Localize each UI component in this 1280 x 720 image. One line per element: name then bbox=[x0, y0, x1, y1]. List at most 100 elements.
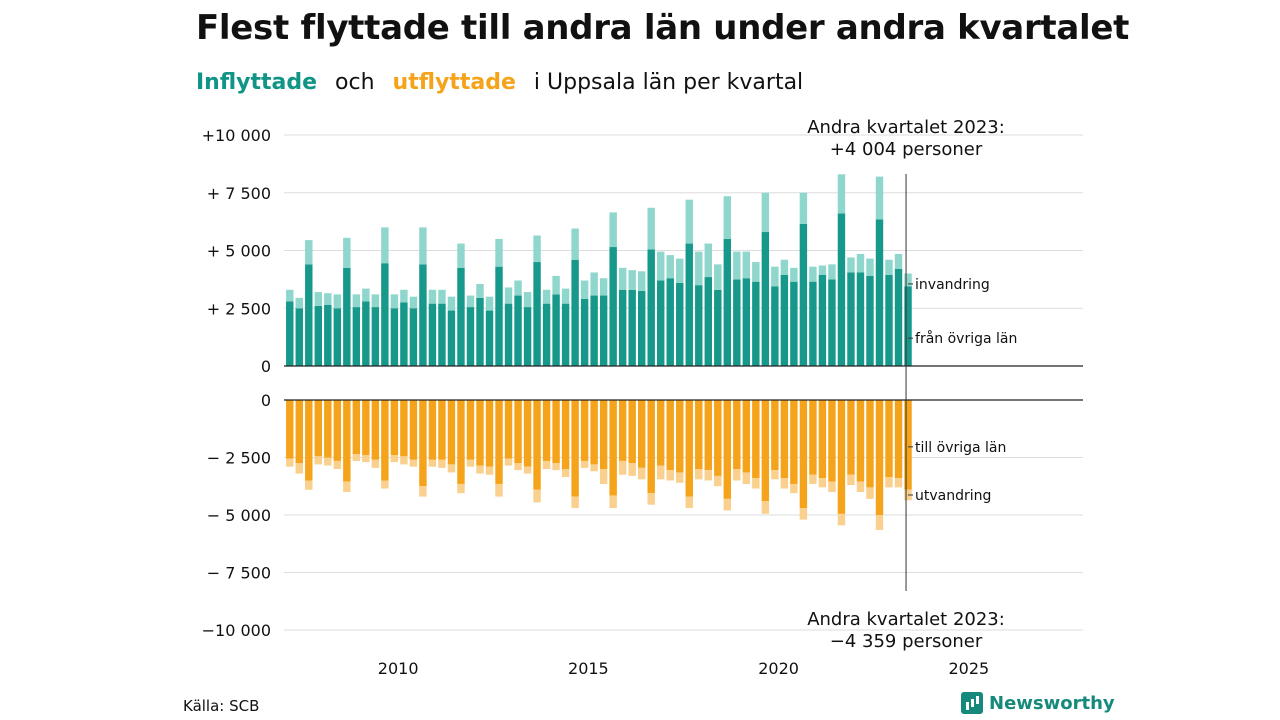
bar-inflow-domestic bbox=[438, 303, 446, 366]
bar-outflow-emigration bbox=[856, 481, 865, 492]
top-y-tick-label: + 2 500 bbox=[207, 299, 271, 318]
bar-inflow-immigration bbox=[828, 264, 836, 280]
bar-inflow-domestic bbox=[637, 290, 646, 366]
bar-inflow-domestic bbox=[590, 295, 598, 366]
bar-outflow-domestic bbox=[333, 400, 342, 461]
subtitle-rest: i Uppsala län per kvartal bbox=[533, 70, 804, 95]
bar-inflow-domestic bbox=[885, 274, 893, 366]
bar-outflow-domestic bbox=[485, 400, 494, 467]
bar-inflow-domestic bbox=[295, 308, 303, 366]
bar-inflow-domestic bbox=[837, 213, 846, 366]
bar-outflow-emigration bbox=[400, 456, 408, 465]
bar-inflow-immigration bbox=[390, 294, 399, 309]
bar-inflow-domestic bbox=[599, 295, 608, 366]
bar-inflow-domestic bbox=[666, 278, 674, 366]
bar-outflow-emigration bbox=[695, 469, 703, 480]
bar-inflow-immigration bbox=[286, 289, 294, 302]
bar-inflow-domestic bbox=[676, 282, 684, 366]
bar-outflow-emigration bbox=[466, 459, 475, 467]
bar-inflow-immigration bbox=[343, 237, 351, 268]
bar-outflow-domestic bbox=[637, 400, 646, 468]
bar-outflow-domestic bbox=[780, 400, 789, 479]
bar-outflow-emigration bbox=[752, 478, 760, 489]
bar-inflow-domestic bbox=[780, 274, 789, 366]
annotation-bottom-line1: Andra kvartalet 2023: bbox=[807, 609, 1005, 630]
bar-inflow-immigration bbox=[495, 238, 503, 267]
bar-outflow-emigration bbox=[324, 457, 332, 466]
bar-outflow-domestic bbox=[818, 400, 827, 479]
bar-outflow-emigration bbox=[685, 496, 693, 509]
bar-inflow-immigration bbox=[837, 174, 846, 214]
bar-inflow-immigration bbox=[847, 257, 855, 273]
bar-outflow-domestic bbox=[495, 400, 503, 484]
bar-outflow-domestic bbox=[447, 400, 456, 465]
bar-inflow-domestic bbox=[856, 272, 865, 366]
bar-outflow-domestic bbox=[476, 400, 484, 466]
bar-inflow-immigration bbox=[752, 262, 760, 282]
bar-outflow-domestic bbox=[533, 400, 541, 490]
bar-inflow-domestic bbox=[733, 279, 741, 366]
source-note: Källa: SCB bbox=[183, 697, 260, 715]
bar-outflow-domestic bbox=[885, 400, 893, 478]
bar-inflow-immigration bbox=[799, 192, 808, 224]
bar-outflow-domestic bbox=[343, 400, 351, 482]
bar-outflow-emigration bbox=[409, 459, 418, 467]
bar-inflow-immigration bbox=[590, 272, 598, 296]
bar-outflow-emigration bbox=[571, 496, 579, 509]
bar-inflow-domestic bbox=[618, 289, 627, 366]
bar-inflow-immigration bbox=[666, 255, 674, 279]
bar-inflow-domestic bbox=[771, 286, 779, 366]
bar-outflow-emigration bbox=[362, 455, 370, 463]
bar-outflow-emigration bbox=[590, 464, 598, 472]
bar-inflow-domestic bbox=[371, 307, 380, 366]
bar-inflow-immigration bbox=[381, 227, 389, 264]
bar-inflow-domestic bbox=[381, 263, 389, 366]
bar-outflow-domestic bbox=[523, 400, 532, 467]
bar-outflow-emigration bbox=[809, 474, 817, 484]
bar-inflow-domestic bbox=[799, 223, 808, 366]
bar-outflow-domestic bbox=[286, 400, 294, 459]
bar-inflow-immigration bbox=[676, 258, 684, 283]
bar-inflow-immigration bbox=[904, 273, 912, 287]
bar-outflow-emigration bbox=[799, 508, 808, 520]
bar-inflow-immigration bbox=[704, 243, 712, 278]
bar-outflow-emigration bbox=[495, 483, 503, 497]
bar-outflow-domestic bbox=[799, 400, 808, 509]
bar-outflow-domestic bbox=[866, 400, 874, 488]
bar-outflow-emigration bbox=[514, 463, 522, 471]
bar-outflow-domestic bbox=[704, 400, 712, 471]
bar-outflow-emigration bbox=[618, 460, 627, 475]
bar-outflow-domestic bbox=[657, 400, 665, 466]
bar-outflow-emigration bbox=[419, 486, 427, 497]
bar-outflow-domestic bbox=[419, 400, 427, 487]
bar-inflow-domestic bbox=[866, 275, 874, 366]
bar-outflow-domestic bbox=[324, 400, 332, 458]
bar-inflow-immigration bbox=[561, 288, 570, 304]
bar-inflow-domestic bbox=[314, 305, 323, 366]
bar-inflow-immigration bbox=[476, 283, 484, 298]
end-label: invandring bbox=[915, 277, 990, 293]
bar-inflow-immigration bbox=[523, 292, 532, 308]
x-tick-label: 2020 bbox=[758, 659, 799, 678]
end-label: utvandring bbox=[915, 488, 991, 504]
bar-outflow-domestic bbox=[571, 400, 579, 497]
bar-inflow-immigration bbox=[371, 294, 380, 308]
bar-outflow-domestic bbox=[875, 400, 884, 515]
bar-inflow-immigration bbox=[723, 196, 732, 239]
bar-outflow-emigration bbox=[704, 470, 712, 481]
bar-outflow-emigration bbox=[552, 463, 560, 471]
bar-inflow-domestic bbox=[714, 289, 722, 366]
bar-outflow-emigration bbox=[666, 470, 674, 481]
bar-inflow-domestic bbox=[419, 264, 427, 366]
bar-inflow-immigration bbox=[628, 270, 636, 290]
end-label: till övriga län bbox=[915, 440, 1006, 456]
bar-inflow-immigration bbox=[885, 259, 893, 275]
bar-outflow-domestic bbox=[409, 400, 418, 460]
bar-outflow-domestic bbox=[352, 400, 361, 455]
bar-outflow-emigration bbox=[847, 474, 855, 486]
brand-name: Newsworthy bbox=[989, 692, 1115, 714]
bottom-y-tick-label: − 5 000 bbox=[207, 506, 271, 525]
bar-outflow-domestic bbox=[856, 400, 865, 482]
bar-outflow-emigration bbox=[314, 456, 323, 465]
bar-outflow-emigration bbox=[504, 458, 513, 466]
